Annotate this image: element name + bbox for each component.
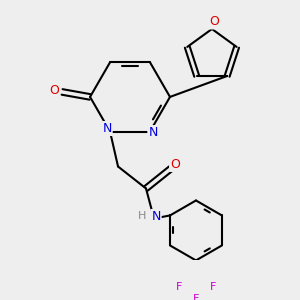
Text: N: N — [151, 210, 161, 223]
Text: F: F — [176, 282, 182, 292]
Text: O: O — [49, 84, 59, 98]
Text: N: N — [148, 126, 158, 139]
Text: H: H — [138, 212, 146, 221]
Text: O: O — [170, 158, 180, 171]
Text: F: F — [193, 294, 199, 300]
Text: O: O — [209, 16, 219, 28]
Text: N: N — [102, 122, 112, 135]
Text: F: F — [210, 282, 216, 292]
